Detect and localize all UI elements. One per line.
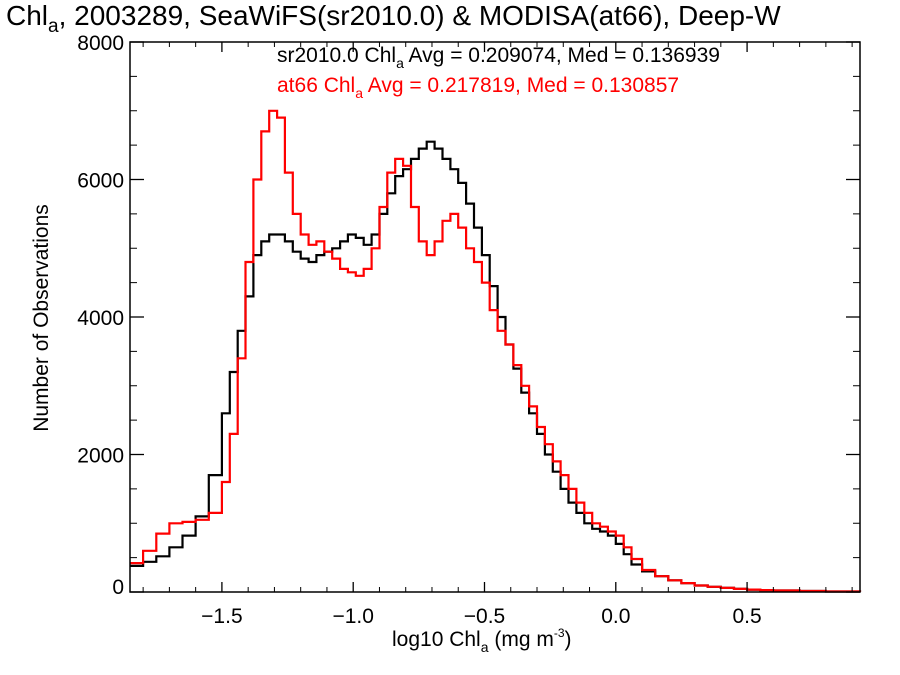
- at66-stats-annotation: at66 Chla Avg = 0.217819, Med = 0.130857: [277, 74, 680, 101]
- plot-frame: [129, 41, 861, 593]
- x-tick-label-4: 0.5: [732, 605, 761, 628]
- x-axis-label: log10 Chla (mg m-3): [392, 626, 572, 655]
- x-tick-label-1: −1.0: [332, 605, 373, 628]
- y-axis-ticks: 0 2000 4000 6000 8000: [77, 32, 860, 599]
- x-axis-ticks: −1.5 −1.0 −0.5 0.0 0.5: [142, 42, 853, 628]
- y-tick-label-2: 4000: [77, 307, 124, 330]
- x-tick-label-3: 0.0: [601, 605, 630, 628]
- x-tick-label-0: −1.5: [201, 605, 242, 628]
- series-line-sr2010-0: [130, 140, 862, 593]
- sr2010-stats-annotation: sr2010.0 Chla Avg = 0.209074, Med = 0.13…: [277, 44, 720, 71]
- y-tick-label-0: 0: [112, 576, 124, 599]
- y-tick-label-1: 2000: [77, 445, 124, 468]
- y-axis-label: Number of Observations: [30, 204, 53, 432]
- y-tick-label-3: 6000: [77, 170, 124, 193]
- x-tick-label-2: −0.5: [464, 605, 505, 628]
- series-group: [130, 109, 862, 593]
- series-line-at66: [130, 109, 862, 593]
- chart-title: Chla, 2003289, SeaWiFS(sr2010.0) & MODIS…: [6, 0, 781, 37]
- y-tick-label-4: 8000: [77, 32, 124, 55]
